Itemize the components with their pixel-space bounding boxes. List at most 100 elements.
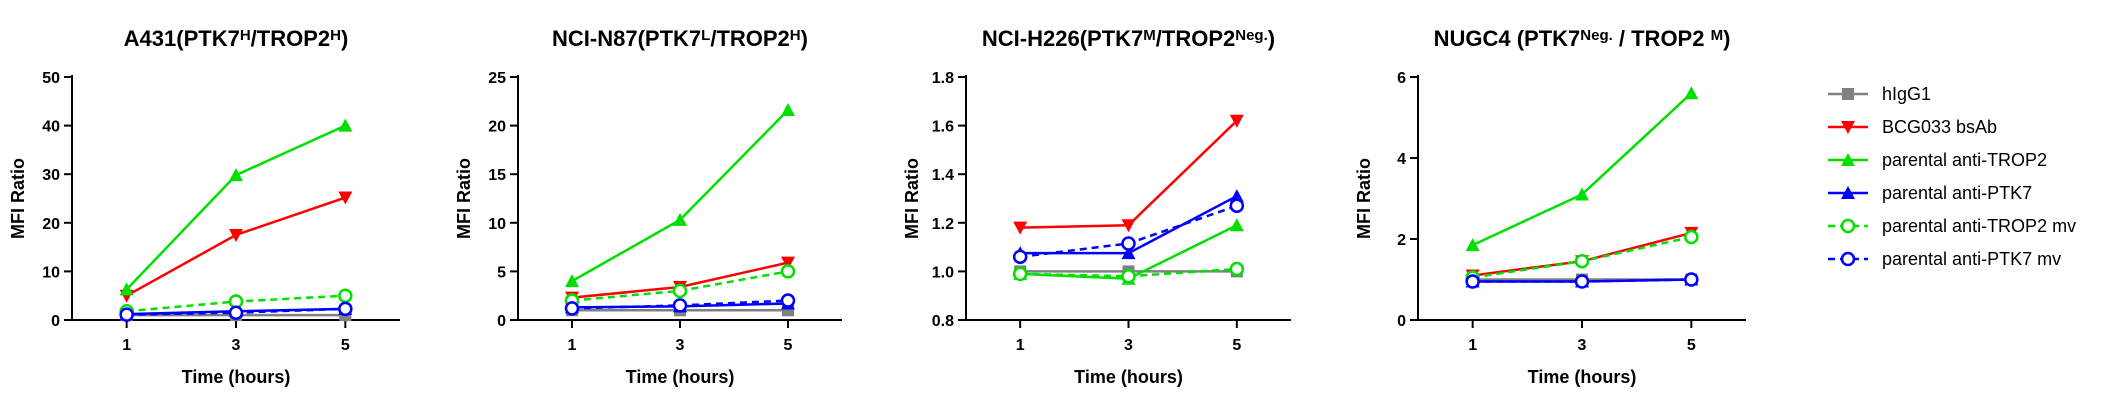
y-axis-label: MFI Ratio (454, 158, 474, 239)
x-tick-label: 1 (122, 337, 131, 354)
x-tick-label: 5 (1687, 337, 1696, 354)
legend-marker (1840, 218, 1856, 234)
data-point (229, 228, 243, 242)
y-tick-label: 1.4 (932, 167, 954, 184)
x-tick-label: 3 (1578, 337, 1587, 354)
legend-item-anti_ptk7_mv: parental anti-PTK7 mv (1828, 249, 2061, 269)
x-axis-label: Time (hours) (182, 367, 291, 387)
y-tick-label: 50 (42, 70, 60, 87)
x-tick-label: 5 (784, 337, 793, 354)
title-text: NUGC4 (PTK7 (1434, 26, 1581, 51)
title-superscript: L (701, 27, 710, 44)
data-point (780, 264, 796, 279)
title-superscript: H (330, 27, 341, 44)
legend-marker (1841, 186, 1855, 199)
data-point (1121, 236, 1136, 251)
data-point (1465, 238, 1480, 252)
title-text: ) (801, 26, 808, 51)
data-point (1012, 266, 1028, 282)
y-tick-label: 1.8 (932, 70, 954, 87)
series-anti_ptk7_mv (1465, 272, 1699, 289)
chart-panel-3: NCI-H226(PTK7M/TROP2Neg.) 0.8 1.0 1.2 1.4 1.6… (902, 26, 1291, 387)
data-point (565, 274, 579, 288)
series-line (1472, 92, 1693, 247)
y-tick-label: 10 (488, 216, 506, 233)
x-axis-label: Time (hours) (1528, 367, 1637, 387)
data-point (1229, 198, 1245, 214)
data-point (781, 256, 795, 270)
data-point (564, 301, 580, 316)
title-text: /TROP2 (710, 26, 789, 51)
legend-marker (1840, 251, 1856, 267)
y-tick-label: 6 (1397, 70, 1406, 87)
data-point (119, 282, 134, 296)
legend-item-hIgG1: hIgG1 (1828, 84, 1931, 104)
title-text: ) (1723, 26, 1730, 51)
title-superscript: M (1143, 27, 1156, 44)
data-point (1229, 189, 1244, 203)
data-point (1229, 261, 1245, 277)
y-axis-label: MFI Ratio (8, 158, 28, 239)
legend: hIgG1 BCG033 bsAb parental anti-TROP2 paren… (1828, 84, 2076, 269)
data-point (1684, 229, 1699, 245)
title-text: /TROP2 (251, 26, 330, 51)
legend-marker (1841, 153, 1855, 166)
legend-label: parental anti-TROP2 (1882, 150, 2047, 170)
series-anti_ptk7_mv (119, 301, 353, 322)
title-superscript: Neg. (1235, 27, 1268, 44)
title-text: /TROP2 (1156, 26, 1235, 51)
series-line (126, 196, 346, 297)
legend-item-anti_trop2_mv: parental anti-TROP2 mv (1828, 216, 2076, 236)
series-line (1020, 119, 1238, 229)
title-superscript: H (240, 27, 251, 44)
legend-label: parental anti-PTK7 mv (1882, 249, 2061, 269)
data-point (672, 298, 688, 313)
data-point (672, 283, 688, 299)
data-point (1229, 218, 1244, 232)
y-tick-label: 20 (42, 216, 60, 233)
y-tick-label: 0 (1397, 313, 1406, 330)
y-tick-label: 25 (488, 70, 506, 87)
data-point (1575, 187, 1589, 201)
legend-label: hIgG1 (1882, 84, 1931, 104)
title-superscript: M (1711, 27, 1724, 44)
y-tick-label: 30 (42, 167, 60, 184)
x-tick-label: 3 (232, 337, 241, 354)
data-point (1465, 274, 1480, 289)
data-point (1121, 269, 1136, 284)
x-tick-label: 5 (341, 337, 350, 354)
legend-marker (1841, 121, 1855, 134)
data-point (1574, 254, 1590, 269)
data-point (1574, 274, 1590, 289)
y-tick-label: 20 (488, 119, 506, 136)
series-anti_trop2 (119, 118, 353, 296)
series-bcg033 (1013, 114, 1244, 235)
data-point (1684, 272, 1699, 287)
legend-marker (1842, 88, 1854, 100)
title-superscript: H (790, 27, 801, 44)
legend-label: parental anti-PTK7 (1882, 183, 2032, 203)
y-tick-label: 5 (497, 264, 506, 281)
y-tick-label: 0.8 (932, 313, 954, 330)
series-anti_trop2 (565, 103, 795, 288)
chart-title: A431(PTK7H/TROP2H) (124, 26, 349, 51)
data-point (1121, 246, 1136, 260)
series-anti_trop2 (1465, 86, 1699, 252)
data-point (673, 212, 687, 226)
title-text: ) (341, 26, 348, 51)
legend-label: parental anti-TROP2 mv (1882, 216, 2076, 236)
series-anti_ptk7_mv (1012, 198, 1245, 265)
data-point (119, 307, 134, 322)
chart-panel-2: NCI-N87(PTK7L/TROP2H) 0 5 10 15 20 25 1 3 5 Time (… (454, 26, 842, 387)
data-point (229, 168, 243, 182)
x-tick-label: 1 (1468, 337, 1477, 354)
data-point (780, 293, 796, 308)
y-tick-label: 1.6 (932, 119, 954, 136)
title-text: NCI-H226(PTK7 (982, 26, 1143, 51)
y-axis-label: MFI Ratio (902, 158, 922, 239)
y-tick-label: 2 (1397, 232, 1406, 249)
data-point (338, 118, 353, 132)
legend-item-bcg033: BCG033 bsAb (1828, 117, 1997, 137)
